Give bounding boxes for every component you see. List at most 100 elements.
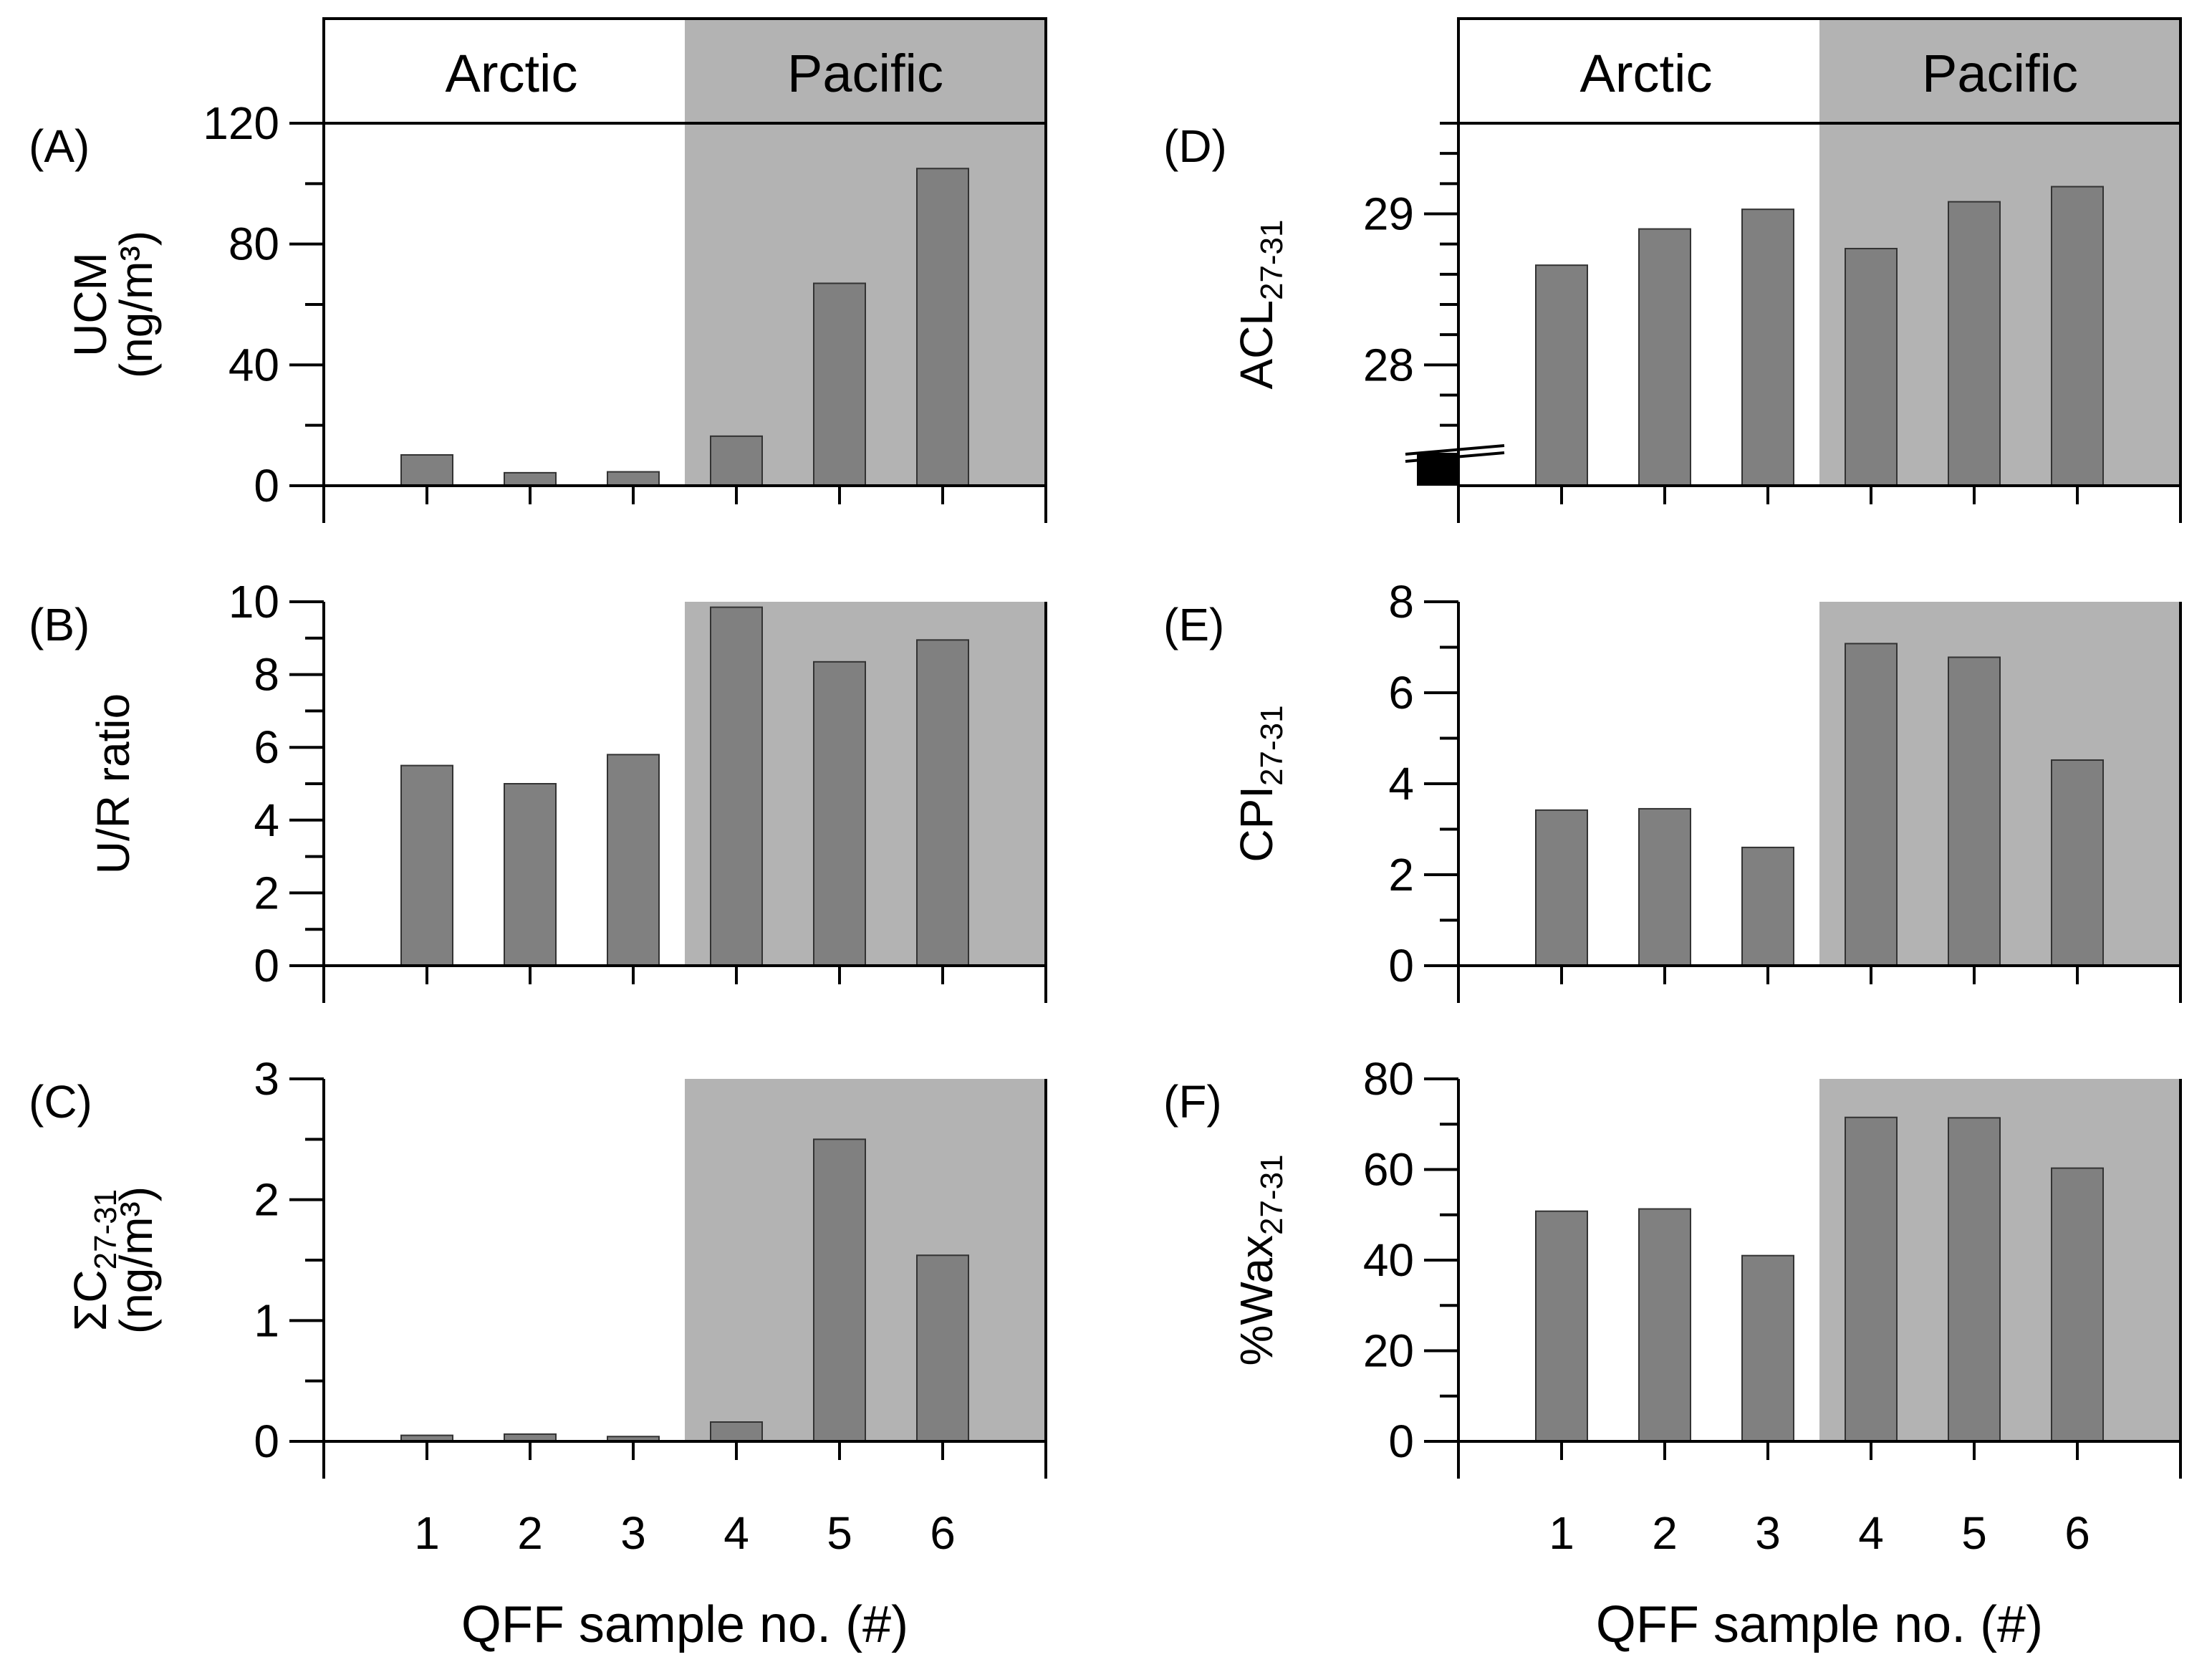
y-tick-label: 29 (1363, 188, 1414, 240)
y-tick-label: 0 (254, 940, 279, 991)
bar-5 (1948, 656, 2001, 966)
y-tick-label: 20 (1363, 1325, 1414, 1377)
bar-6 (916, 639, 969, 967)
region-header-box (322, 17, 1047, 125)
y-tick-label: 40 (1363, 1234, 1414, 1286)
bar-1 (1535, 809, 1588, 966)
region-label-pacific: Pacific (787, 44, 943, 103)
bar-3 (607, 471, 660, 486)
y-tick-label: 1 (254, 1295, 279, 1346)
y-tick-label: 120 (203, 97, 279, 149)
bar-3 (1741, 846, 1794, 967)
y-tick-label: 2 (254, 1174, 279, 1226)
panel-6: 0 20 40 60 80 (F)%Wax27-31 1 2 3 4 5 6 QFF sample no… (1163, 1053, 2182, 1653)
bar-2 (504, 471, 557, 487)
y-axis-label: U/R ratio (87, 693, 139, 875)
y-tick-label: 2 (254, 867, 279, 918)
y-tick-label: 8 (254, 649, 279, 701)
y-tick-label: 8 (1388, 576, 1414, 628)
bar-6 (2051, 186, 2104, 486)
panel-letter: (E) (1163, 599, 1224, 650)
bar-5 (813, 661, 866, 966)
x-tick-label: 1 (414, 1507, 440, 1559)
y-tick-label: 3 (254, 1053, 279, 1105)
panel-letter: (D) (1163, 120, 1227, 172)
x-tick-label: 4 (723, 1507, 749, 1559)
bar-4 (1845, 643, 1898, 966)
bar-2 (1638, 228, 1691, 486)
y-tick-label: 28 (1363, 339, 1414, 390)
y-tick-label: 10 (229, 576, 279, 628)
x-tick-label: 5 (1961, 1507, 1987, 1559)
x-axis-label: QFF sample no. (#) (1596, 1596, 2043, 1653)
bar-6 (916, 1254, 969, 1442)
x-tick-label: 3 (620, 1507, 646, 1559)
y-tick-label: 40 (229, 339, 279, 390)
y-axis-label: %Wax27-31 (1231, 1154, 1289, 1365)
panel-letter: (A) (29, 120, 90, 172)
y-tick-label: 4 (1388, 758, 1414, 810)
y-tick-label: 60 (1363, 1144, 1414, 1196)
y-axis-label: ΣC27-31 (64, 1189, 123, 1331)
panel-5: 0 2 4 6 8 (E) CPI27-31 (1163, 576, 2182, 1003)
y-axis-label: CPI27-31 (1231, 705, 1289, 862)
y-axis-label: ACL27-31 (1231, 219, 1289, 389)
region-label-arctic: Arctic (1580, 44, 1713, 103)
panel-letter: (C) (29, 1076, 92, 1128)
x-axis-label: QFF sample no. (#) (461, 1596, 908, 1653)
pacific-header-shade (1819, 19, 2180, 123)
bar-1 (400, 764, 453, 966)
bar-2 (504, 783, 557, 966)
bar-6 (2051, 1167, 2104, 1443)
bar-1 (1535, 264, 1588, 486)
bar-3 (1741, 1254, 1794, 1443)
panel-3: 0 1 2 3 (C) ΣC27-31(ng/m³) 1 2 3 4 5 6 QFF sample no… (29, 1053, 1047, 1653)
bar-1 (1535, 1210, 1588, 1442)
y-tick-label: 0 (254, 1416, 279, 1467)
region-header-box (1457, 17, 2182, 125)
panel-letter: (F) (1163, 1076, 1222, 1128)
bar-5 (813, 282, 866, 486)
bar-4 (710, 606, 763, 966)
bar-5 (1948, 201, 2001, 486)
panel-4: Arctic Pacific 28 29 (D)ACL27-31 (1163, 17, 2182, 523)
axis-break-line (1405, 451, 1505, 463)
bar-4 (1845, 1116, 1898, 1442)
x-tick-label: 3 (1755, 1507, 1781, 1559)
y-tick-label: 0 (254, 460, 279, 511)
x-tick-label: 4 (1858, 1507, 1884, 1559)
pacific-header-shade (685, 19, 1046, 123)
x-tick-label: 1 (1549, 1507, 1574, 1559)
bar-5 (1948, 1117, 2001, 1443)
x-tick-label: 2 (517, 1507, 543, 1559)
bar-2 (1638, 807, 1691, 967)
region-label-pacific: Pacific (1922, 44, 2078, 103)
region-label-arctic: Arctic (446, 44, 578, 103)
bar-4 (1845, 247, 1898, 486)
panel-letter: (B) (29, 599, 90, 650)
bar-4 (710, 1421, 763, 1442)
bar-2 (1638, 1208, 1691, 1442)
y-tick-label: 0 (1388, 1416, 1414, 1467)
y-axis-unit-label: (ng/m³) (110, 1186, 162, 1334)
bar-6 (916, 168, 969, 486)
bar-3 (1741, 208, 1794, 486)
x-tick-label: 6 (2064, 1507, 2090, 1559)
y-tick-label: 0 (1388, 940, 1414, 991)
bar-4 (710, 435, 763, 487)
y-tick-label: 6 (1388, 667, 1414, 719)
bar-1 (400, 453, 453, 486)
y-axis-unit-label: (ng/m³) (110, 231, 162, 378)
y-tick-label: 80 (1363, 1053, 1414, 1105)
bar-5 (813, 1138, 866, 1443)
panel-2: 0 2 4 6 8 10 (B) U/R ratio (29, 576, 1047, 1003)
panel-1: Arctic Pacific 0 40 80 120 (A) UCM(ng/m³) (29, 17, 1047, 523)
y-tick-label: 2 (1388, 849, 1414, 900)
x-tick-label: 6 (930, 1507, 956, 1559)
x-tick-label: 5 (827, 1507, 852, 1559)
y-tick-label: 4 (254, 794, 279, 846)
y-tick-label: 80 (229, 218, 279, 270)
x-tick-label: 2 (1652, 1507, 1678, 1559)
bar-6 (2051, 759, 2104, 966)
